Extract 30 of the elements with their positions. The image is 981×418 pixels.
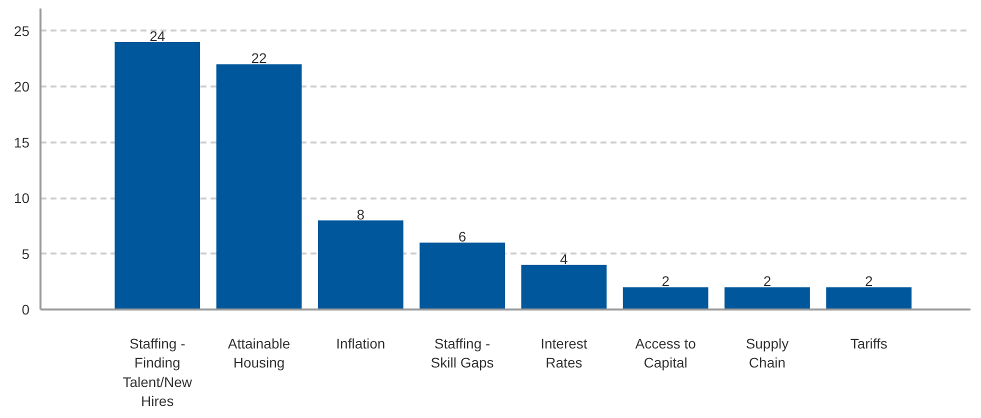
bar (521, 264, 607, 310)
bar (622, 287, 708, 310)
x-tick-label: Staffing - Skill Gaps (430, 336, 494, 371)
data-label: 8 (356, 206, 365, 222)
data-label: 2 (864, 273, 873, 290)
x-tick-label: Interest Rates (540, 336, 588, 371)
bar (420, 242, 505, 310)
data-label: 24 (150, 28, 166, 44)
y-tick-label: 20 (14, 78, 30, 95)
data-label: 6 (458, 228, 466, 245)
x-tick-label: Attainable Housing (228, 336, 290, 371)
x-tick-label: Tariffs (850, 336, 888, 352)
bar (318, 220, 404, 310)
data-label: 2 (763, 273, 772, 290)
bar (114, 42, 200, 310)
x-tick-label: Supply Chain (746, 336, 789, 371)
x-tick-label: Access to Capital (635, 336, 696, 371)
y-tick-label: 5 (22, 246, 30, 262)
data-label: 22 (251, 50, 268, 66)
bar (826, 287, 912, 310)
y-tick-label: 25 (14, 22, 30, 39)
x-tick-label: Inflation (336, 336, 386, 352)
data-label: 4 (560, 250, 568, 267)
x-tick-label: Staffing - Finding Talent/New Hires (122, 336, 193, 410)
data-label: 2 (662, 273, 670, 290)
y-tick-label: 0 (22, 302, 30, 318)
bar (724, 287, 810, 310)
bar (216, 64, 302, 310)
y-tick-label: 15 (14, 134, 30, 150)
y-tick-label: 10 (14, 190, 30, 206)
